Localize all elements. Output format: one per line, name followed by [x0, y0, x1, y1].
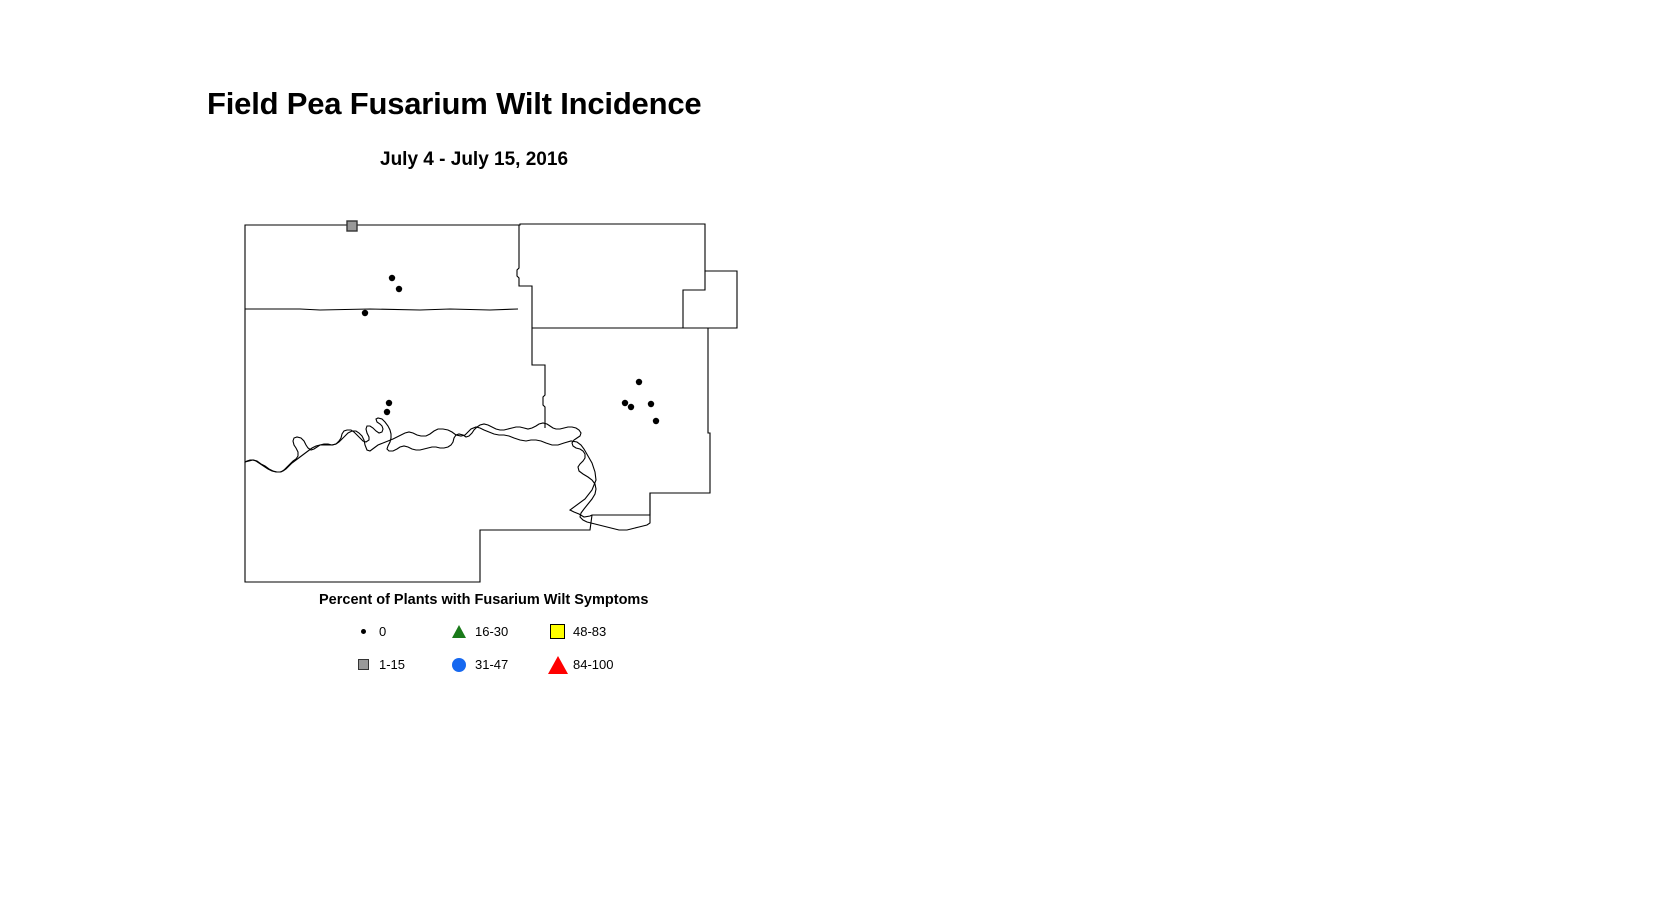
- legend-label: 16-30: [475, 623, 509, 639]
- page-title: Field Pea Fusarium Wilt Incidence: [207, 86, 702, 121]
- red-triangle-icon: [547, 653, 569, 675]
- legend-label: 48-83: [573, 623, 607, 639]
- county-line-vertical-upper: [516, 225, 533, 328]
- map-marker: [652, 417, 660, 425]
- blue-circle-icon: [449, 653, 471, 675]
- gray-square-icon: [353, 653, 375, 675]
- legend-entry-0: 0: [353, 618, 386, 644]
- legend-title: Percent of Plants with Fusarium Wilt Sym…: [319, 592, 649, 608]
- legend-entry-48-83: 48-83: [547, 618, 606, 644]
- small-black-dot-icon: [353, 620, 375, 642]
- page-subtitle: July 4 - July 15, 2016: [380, 149, 569, 170]
- legend: 0 16-30 48-83 1-15: [345, 618, 685, 680]
- legend-entry-16-30: 16-30: [449, 618, 508, 644]
- map-marker: [346, 220, 358, 232]
- legend-row: 1-15 31-47 84-100: [345, 651, 685, 677]
- map-marker: [361, 309, 369, 317]
- map-marker: [627, 403, 635, 411]
- county-line-right-step: [682, 270, 737, 328]
- county-line-vertical-lower: [531, 328, 546, 428]
- map-marker: [635, 378, 643, 386]
- legend-label: 0: [379, 623, 387, 639]
- map-marker: [621, 399, 629, 407]
- county-map-svg: [244, 220, 738, 583]
- legend-label: 84-100: [573, 656, 614, 672]
- legend-entry-1-15: 1-15: [353, 651, 405, 677]
- legend-entry-84-100: 84-100: [547, 651, 613, 677]
- county-line-north-horizontal: [245, 308, 519, 311]
- legend-label: 1-15: [379, 656, 406, 672]
- map-marker: [383, 408, 391, 416]
- legend-row: 0 16-30 48-83: [345, 618, 685, 644]
- legend-label: 31-47: [475, 656, 509, 672]
- map-canvas: [240, 200, 740, 600]
- map-boundaries: [244, 223, 738, 583]
- region-outline: [244, 223, 738, 518]
- map-marker: [395, 285, 403, 293]
- map-marker: [385, 399, 393, 407]
- map-marker-layer: [346, 220, 660, 425]
- map-marker: [647, 400, 655, 408]
- river-boundary: [244, 417, 710, 531]
- yellow-square-icon: [547, 620, 569, 642]
- green-triangle-icon: [449, 620, 471, 642]
- map-marker: [388, 274, 396, 282]
- region-lower-outline: [244, 462, 593, 583]
- legend-entry-31-47: 31-47: [449, 651, 508, 677]
